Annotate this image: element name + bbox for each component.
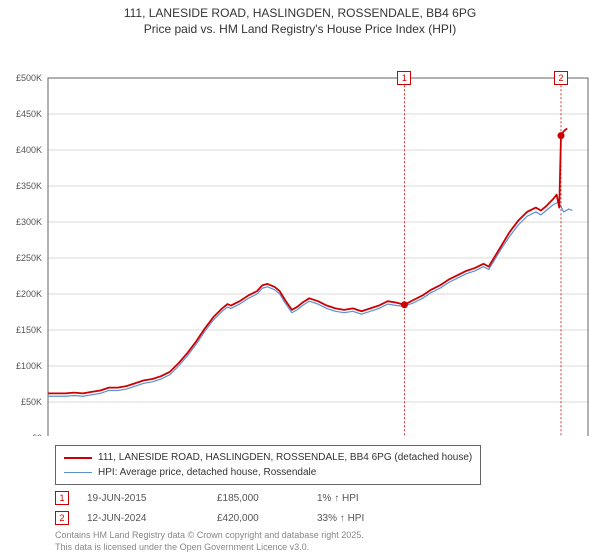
sale-marker: 1	[55, 491, 69, 505]
svg-text:£350K: £350K	[16, 181, 42, 191]
chart-footer: Contains HM Land Registry data © Crown c…	[55, 530, 364, 553]
sale-date: 12-JUN-2024	[87, 513, 217, 524]
svg-text:£200K: £200K	[16, 289, 42, 299]
legend-label: HPI: Average price, detached house, Ross…	[98, 465, 316, 480]
price-chart: £0 £50K £100K £150K £200K £250K £300K £350K £400…	[0, 36, 600, 436]
legend-swatch	[64, 457, 92, 459]
svg-text:£400K: £400K	[16, 145, 42, 155]
svg-text:£450K: £450K	[16, 109, 42, 119]
sales-table: 1 19-JUN-2015£185,0001% ↑ HPI 2 12-JUN-2024…	[55, 488, 437, 528]
legend-label: 111, LANESIDE ROAD, HASLINGDEN, ROSSENDA…	[98, 450, 472, 465]
footer-line2: This data is licensed under the Open Gov…	[55, 542, 364, 554]
sale-price: £185,000	[217, 493, 317, 504]
svg-text:£150K: £150K	[16, 325, 42, 335]
chart-container: 111, LANESIDE ROAD, HASLINGDEN, ROSSENDA…	[0, 0, 600, 560]
chart-title: 111, LANESIDE ROAD, HASLINGDEN, ROSSENDA…	[0, 0, 600, 37]
sale-marker: 2	[55, 511, 69, 525]
sale-row: 2 12-JUN-2024£420,00033% ↑ HPI	[55, 508, 437, 528]
svg-text:£50K: £50K	[21, 397, 42, 407]
sale-row: 1 19-JUN-2015£185,0001% ↑ HPI	[55, 488, 437, 508]
legend-swatch	[64, 472, 92, 473]
svg-text:£100K: £100K	[16, 361, 42, 371]
sale-price: £420,000	[217, 513, 317, 524]
svg-text:£250K: £250K	[16, 253, 42, 263]
svg-text:£500K: £500K	[16, 73, 42, 83]
chart-legend: 111, LANESIDE ROAD, HASLINGDEN, ROSSENDA…	[55, 445, 481, 485]
title-line1: 111, LANESIDE ROAD, HASLINGDEN, ROSSENDA…	[0, 6, 600, 22]
svg-text:£0: £0	[32, 433, 42, 436]
sale-annotation-2: 2	[554, 71, 568, 85]
sale-pct: 33% ↑ HPI	[317, 513, 437, 524]
legend-row: 111, LANESIDE ROAD, HASLINGDEN, ROSSENDA…	[64, 450, 472, 465]
sale-annotation-1: 1	[397, 71, 411, 85]
legend-row: HPI: Average price, detached house, Ross…	[64, 465, 472, 480]
title-line2: Price paid vs. HM Land Registry's House …	[0, 22, 600, 38]
sale-pct: 1% ↑ HPI	[317, 493, 437, 504]
sale-date: 19-JUN-2015	[87, 493, 217, 504]
svg-text:£300K: £300K	[16, 217, 42, 227]
footer-line1: Contains HM Land Registry data © Crown c…	[55, 530, 364, 542]
